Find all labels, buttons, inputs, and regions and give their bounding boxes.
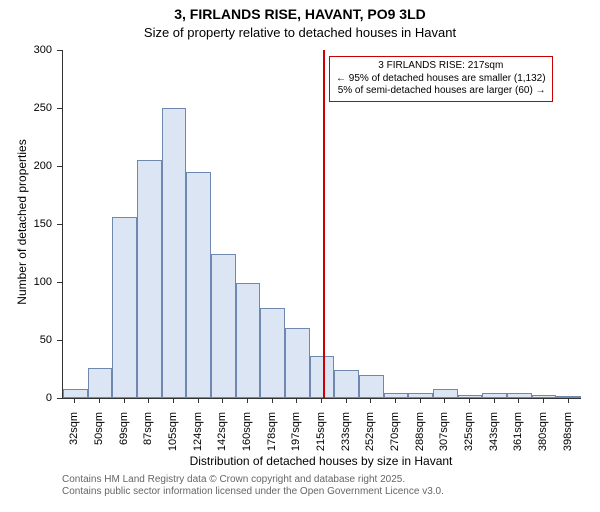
x-tick-label: 215sqm	[315, 412, 327, 512]
histogram-bar	[334, 370, 359, 398]
x-tick-mark	[99, 398, 100, 403]
x-tick-mark	[543, 398, 544, 403]
x-tick-label: 325sqm	[463, 412, 475, 512]
x-tick-mark	[444, 398, 445, 403]
plot-area	[62, 50, 581, 399]
histogram-bar	[458, 395, 483, 398]
x-tick-mark	[420, 398, 421, 403]
x-tick-label: 197sqm	[290, 412, 302, 512]
histogram-bar	[408, 393, 433, 398]
y-tick-mark	[57, 340, 62, 341]
x-tick-label: 270sqm	[389, 412, 401, 512]
x-tick-mark	[494, 398, 495, 403]
histogram-bar	[112, 217, 137, 398]
x-tick-mark	[173, 398, 174, 403]
histogram-bar	[137, 160, 162, 398]
annotation-box: 3 FIRLANDS RISE: 217sqm ← 95% of detache…	[329, 56, 553, 102]
histogram-bar	[556, 396, 581, 398]
y-tick-label: 150	[0, 218, 52, 230]
marker-line	[323, 50, 325, 398]
chart-container: 3, FIRLANDS RISE, HAVANT, PO9 3LD Size o…	[0, 0, 600, 500]
y-tick-label: 0	[0, 392, 52, 404]
x-tick-mark	[568, 398, 569, 403]
x-tick-label: 288sqm	[414, 412, 426, 512]
x-tick-mark	[370, 398, 371, 403]
histogram-bar	[162, 108, 187, 398]
x-tick-label: 252sqm	[364, 412, 376, 512]
x-tick-mark	[346, 398, 347, 403]
x-tick-mark	[395, 398, 396, 403]
x-tick-mark	[272, 398, 273, 403]
histogram-bar	[285, 328, 310, 398]
y-tick-mark	[57, 50, 62, 51]
x-tick-label: 124sqm	[192, 412, 204, 512]
x-tick-mark	[469, 398, 470, 403]
x-tick-mark	[148, 398, 149, 403]
histogram-bar	[532, 395, 557, 398]
histogram-bar	[260, 308, 285, 398]
y-tick-label: 200	[0, 160, 52, 172]
x-tick-mark	[247, 398, 248, 403]
x-tick-label: 178sqm	[266, 412, 278, 512]
x-tick-label: 380sqm	[537, 412, 549, 512]
x-tick-label: 69sqm	[118, 412, 130, 512]
x-tick-mark	[74, 398, 75, 403]
histogram-bar	[359, 375, 384, 398]
x-tick-label: 50sqm	[93, 412, 105, 512]
x-tick-label: 142sqm	[216, 412, 228, 512]
x-tick-mark	[198, 398, 199, 403]
x-tick-label: 307sqm	[438, 412, 450, 512]
y-tick-mark	[57, 398, 62, 399]
x-tick-label: 32sqm	[68, 412, 80, 512]
histogram-bar	[186, 172, 211, 398]
chart-title-line2: Size of property relative to detached ho…	[0, 25, 600, 40]
histogram-bar	[63, 389, 88, 398]
x-tick-mark	[518, 398, 519, 403]
histogram-bar	[211, 254, 236, 398]
y-tick-label: 100	[0, 276, 52, 288]
histogram-bar	[88, 368, 113, 398]
x-tick-mark	[321, 398, 322, 403]
y-tick-mark	[57, 166, 62, 167]
histogram-bar	[433, 389, 458, 398]
annotation-line1: 3 FIRLANDS RISE: 217sqm	[336, 60, 546, 73]
y-tick-label: 250	[0, 102, 52, 114]
y-tick-mark	[57, 282, 62, 283]
y-tick-label: 300	[0, 44, 52, 56]
histogram-bar	[236, 283, 261, 398]
x-tick-label: 160sqm	[241, 412, 253, 512]
y-tick-mark	[57, 224, 62, 225]
y-tick-mark	[57, 108, 62, 109]
x-tick-label: 343sqm	[488, 412, 500, 512]
chart-title-line1: 3, FIRLANDS RISE, HAVANT, PO9 3LD	[0, 6, 600, 22]
x-tick-mark	[124, 398, 125, 403]
x-tick-label: 398sqm	[562, 412, 574, 512]
histogram-bar	[310, 356, 335, 398]
histogram-bar	[482, 393, 507, 398]
annotation-line3: 5% of semi-detached houses are larger (6…	[336, 85, 546, 98]
y-tick-label: 50	[0, 334, 52, 346]
x-tick-label: 87sqm	[142, 412, 154, 512]
x-tick-mark	[222, 398, 223, 403]
x-tick-mark	[296, 398, 297, 403]
x-tick-label: 233sqm	[340, 412, 352, 512]
x-tick-label: 361sqm	[512, 412, 524, 512]
x-tick-label: 105sqm	[167, 412, 179, 512]
annotation-line2: ← 95% of detached houses are smaller (1,…	[336, 73, 546, 86]
